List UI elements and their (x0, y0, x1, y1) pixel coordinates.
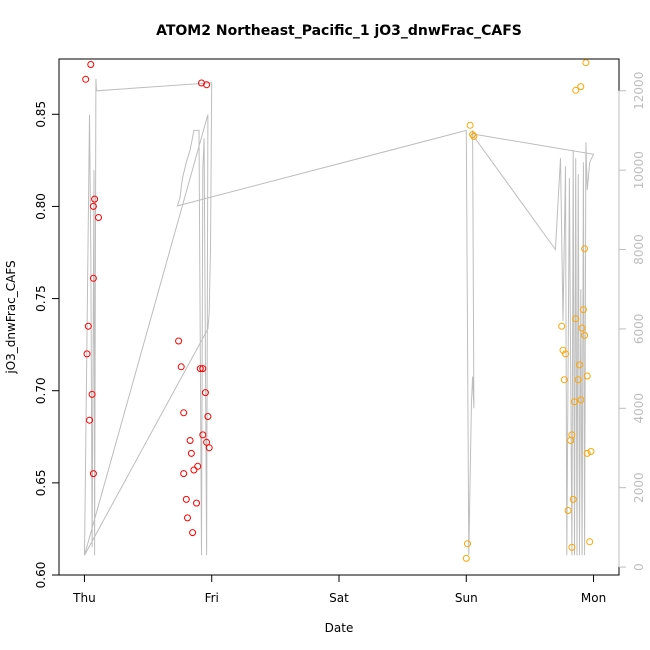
y-tick-label: 0.65 (34, 469, 48, 496)
data-point-s0-13 (180, 409, 188, 417)
data-point-s1-12 (564, 507, 572, 514)
x-tick-label: Fri (205, 591, 219, 605)
data-point-s0-4 (95, 214, 102, 221)
chart-title: ATOM2 Northeast_Pacific_1 jO3_dnwFrac_CA… (156, 23, 522, 39)
data-point-s0-5 (89, 274, 97, 282)
data-point-s1-13 (569, 495, 577, 503)
data-point-s0-8 (88, 390, 96, 398)
data-point-s0-16 (180, 470, 188, 478)
data-point-s0-3 (89, 202, 97, 210)
x-tick-label: Thu (72, 591, 96, 605)
data-point-s0-12 (177, 363, 185, 371)
data-point-s1-22 (583, 372, 591, 380)
data-point-s0-6 (84, 322, 92, 330)
data-point-s0-19 (182, 495, 190, 503)
altitude-line-layer (84, 78, 595, 556)
data-point-s0-17 (190, 466, 198, 474)
data-point-s1-7 (562, 350, 569, 358)
data-point-s1-25 (586, 538, 594, 546)
data-point-s1-5 (558, 322, 566, 330)
data-point-s1-15 (574, 376, 582, 384)
data-point-s1-0 (466, 121, 474, 129)
data-point-s1-23 (583, 449, 591, 457)
data-point-s0-7 (83, 350, 91, 358)
data-point-s0-27 (199, 431, 207, 439)
data-point-s0-26 (204, 413, 212, 420)
y-tick-label: 0.80 (34, 193, 48, 220)
y2-tick-label: 4000 (632, 393, 646, 424)
data-point-s1-19 (581, 331, 589, 339)
data-point-s1-16 (576, 361, 583, 369)
x-axis-label: Date (325, 621, 354, 635)
y-axis-label: jO3_dnwFrac_CAFS (4, 260, 18, 374)
data-point-s1-17 (578, 324, 586, 332)
y-axis-right: 0 2000 4000 6000 8000 10000 12000 (618, 72, 646, 571)
altitude-line (84, 78, 595, 556)
data-point-s1-10 (567, 437, 575, 444)
y2-tick-label: 6000 (632, 314, 646, 345)
y2-tick-label: 10000 (632, 151, 646, 189)
data-point-s0-10 (89, 470, 97, 478)
data-point-s1-11 (571, 398, 578, 406)
data-point-s0-25 (201, 389, 209, 397)
data-point-s0-24 (199, 365, 207, 373)
data-point-s0-20 (193, 499, 200, 507)
data-point-s1-20 (577, 396, 585, 404)
points-layer (82, 59, 595, 562)
data-point-s1-24 (587, 448, 595, 455)
data-point-s1-21 (572, 315, 580, 323)
data-point-s1-2 (470, 132, 478, 140)
y-tick-label: 0.75 (34, 285, 48, 312)
data-point-s1-1 (469, 131, 477, 139)
data-point-s0-22 (189, 529, 197, 537)
x-tick-label: Mon (581, 591, 606, 605)
data-point-s1-8 (560, 376, 568, 384)
data-point-s1-14 (568, 543, 576, 551)
y-axis-left: 0.60 0.65 0.70 0.75 0.80 0.85 (34, 101, 60, 589)
data-point-s1-3 (464, 540, 471, 548)
data-point-s0-1 (87, 61, 95, 68)
data-point-s1-29 (582, 59, 590, 67)
data-point-s0-11 (175, 337, 183, 345)
y2-tick-label: 8000 (632, 234, 646, 265)
data-point-s0-29 (205, 444, 213, 452)
data-point-s1-26 (581, 245, 589, 253)
data-point-s0-23 (196, 365, 204, 373)
y2-tick-label: 0 (632, 563, 646, 571)
data-point-s0-31 (203, 81, 211, 89)
data-point-s0-9 (86, 416, 93, 424)
x-tick-label: Sun (455, 591, 478, 605)
x-axis: Thu Fri Sat Sun Mon (72, 574, 606, 605)
y-tick-label: 0.60 (34, 562, 48, 589)
data-point-s0-14 (186, 437, 194, 444)
data-point-s0-21 (184, 514, 191, 522)
y-tick-label: 0.85 (34, 101, 48, 128)
data-point-s0-28 (203, 438, 211, 446)
data-point-s0-2 (91, 195, 99, 203)
data-point-s1-4 (462, 554, 470, 562)
data-point-s0-15 (187, 449, 195, 457)
y2-tick-label: 12000 (632, 72, 646, 110)
x-tick-label: Sat (329, 591, 349, 605)
data-point-s1-27 (572, 86, 580, 94)
data-point-s1-28 (577, 83, 585, 91)
data-point-s0-0 (82, 75, 90, 83)
y2-tick-label: 2000 (632, 472, 646, 503)
data-point-s1-18 (579, 306, 587, 314)
data-point-s0-18 (194, 462, 202, 470)
y-tick-label: 0.70 (34, 377, 48, 404)
